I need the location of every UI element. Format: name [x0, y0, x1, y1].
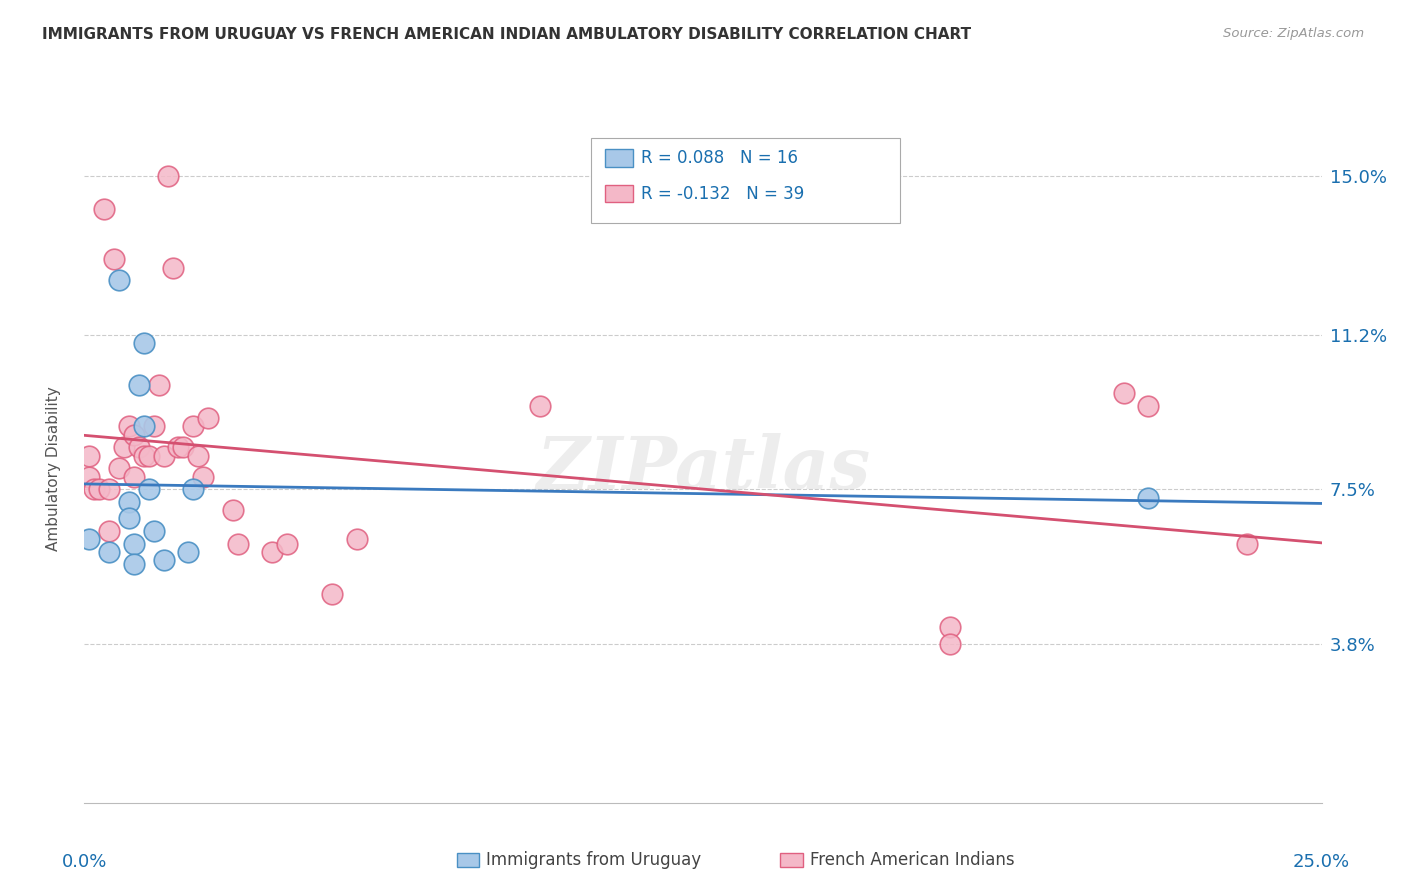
Point — [939, 620, 962, 634]
Point — [1137, 491, 1160, 505]
Text: R = 0.088   N = 16: R = 0.088 N = 16 — [641, 149, 799, 167]
Point — [112, 441, 135, 455]
Point — [152, 449, 174, 463]
Text: R = -0.132   N = 39: R = -0.132 N = 39 — [641, 185, 804, 202]
Point — [262, 545, 284, 559]
Point — [98, 482, 121, 496]
Point — [98, 524, 121, 538]
Point — [226, 536, 249, 550]
Point — [132, 449, 155, 463]
Point — [172, 441, 194, 455]
Point — [98, 545, 121, 559]
Point — [197, 411, 219, 425]
Text: French American Indians: French American Indians — [810, 851, 1015, 869]
Point — [79, 533, 101, 547]
Point — [138, 449, 160, 463]
Text: 0.0%: 0.0% — [62, 853, 107, 871]
Point — [79, 469, 101, 483]
Point — [152, 553, 174, 567]
Point — [132, 335, 155, 350]
Point — [222, 503, 245, 517]
Point — [89, 482, 111, 496]
Point — [79, 449, 101, 463]
Point — [122, 428, 145, 442]
Point — [529, 399, 551, 413]
Point — [346, 533, 368, 547]
Point — [118, 511, 141, 525]
Point — [939, 637, 962, 651]
Point — [138, 482, 160, 496]
Point — [142, 419, 165, 434]
Point — [108, 461, 131, 475]
Point — [167, 441, 190, 455]
Point — [191, 469, 214, 483]
Point — [181, 419, 204, 434]
Point — [1236, 536, 1258, 550]
Point — [321, 587, 343, 601]
Point — [118, 419, 141, 434]
Point — [122, 558, 145, 572]
Point — [103, 252, 125, 267]
Point — [148, 377, 170, 392]
Point — [142, 524, 165, 538]
Point — [118, 495, 141, 509]
Point — [108, 273, 131, 287]
Text: Ambulatory Disability: Ambulatory Disability — [46, 386, 60, 550]
Point — [187, 449, 209, 463]
Point — [93, 202, 115, 216]
Text: Source: ZipAtlas.com: Source: ZipAtlas.com — [1223, 27, 1364, 40]
Point — [83, 482, 105, 496]
Text: ZIPatlas: ZIPatlas — [536, 433, 870, 504]
Point — [276, 536, 298, 550]
Point — [128, 377, 150, 392]
Point — [177, 545, 200, 559]
Point — [162, 260, 184, 275]
Point — [122, 469, 145, 483]
Point — [181, 482, 204, 496]
Point — [1112, 386, 1135, 401]
Point — [1137, 399, 1160, 413]
Text: Immigrants from Uruguay: Immigrants from Uruguay — [486, 851, 702, 869]
Point — [157, 169, 180, 183]
Point — [122, 536, 145, 550]
Point — [128, 441, 150, 455]
Text: IMMIGRANTS FROM URUGUAY VS FRENCH AMERICAN INDIAN AMBULATORY DISABILITY CORRELAT: IMMIGRANTS FROM URUGUAY VS FRENCH AMERIC… — [42, 27, 972, 42]
Text: 25.0%: 25.0% — [1294, 853, 1350, 871]
Point — [132, 419, 155, 434]
